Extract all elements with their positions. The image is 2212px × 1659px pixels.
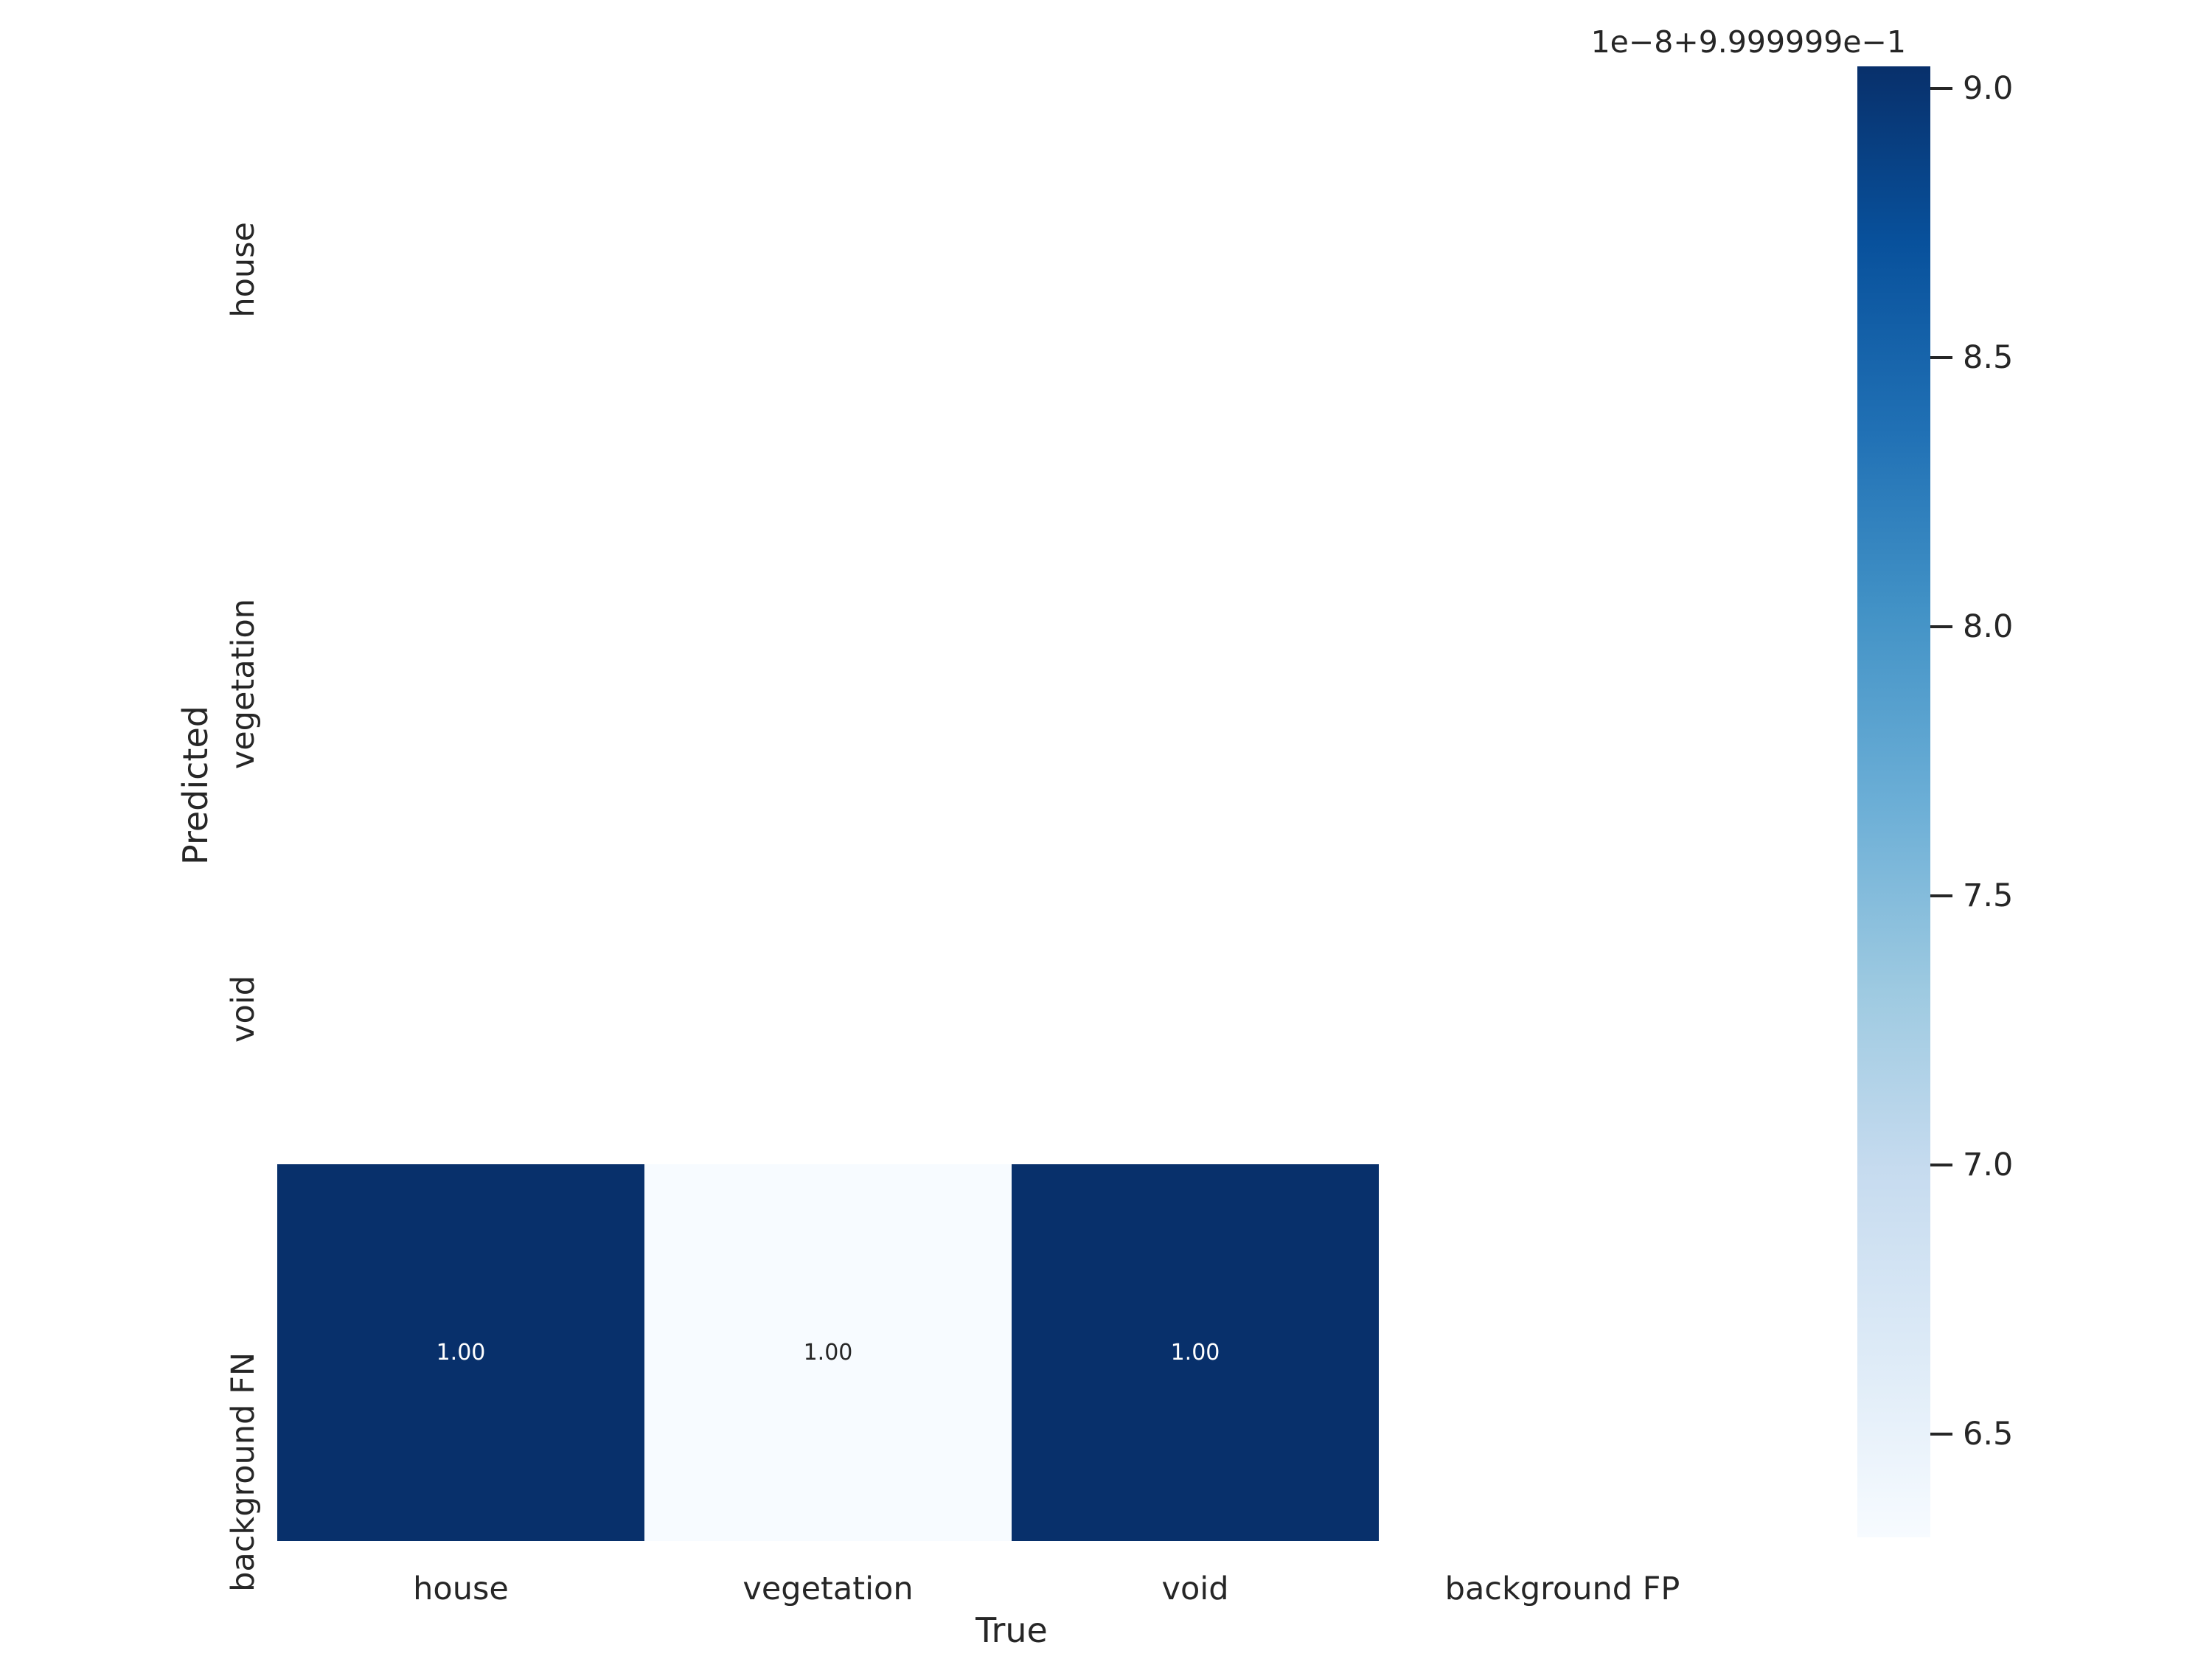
x-tick-vegetation: vegetation: [742, 1571, 914, 1607]
colorbar-tick-mark: [1930, 87, 1952, 90]
y-tick-vegetation: vegetation: [225, 599, 262, 770]
colorbar-offset-label: 1e−8+9.999999e−1: [1590, 24, 1906, 60]
colorbar-tick-mark: [1930, 1164, 1952, 1166]
x-tick-void: void: [1161, 1571, 1229, 1607]
cell-value-annotation: 1.00: [803, 1339, 853, 1366]
colorbar-tick-label: 8.5: [1963, 339, 2014, 376]
y-axis-label: Predicted: [175, 706, 215, 865]
x-axis-label: True: [975, 1610, 1048, 1650]
colorbar-tick-mark: [1930, 356, 1952, 359]
colorbar-tick-label: 8.0: [1963, 608, 2014, 645]
y-tick-void: void: [225, 975, 262, 1043]
colorbar-tick-mark: [1930, 1433, 1952, 1436]
x-tick-house: house: [413, 1571, 509, 1607]
colorbar-tick-label: 9.0: [1963, 70, 2014, 107]
y-tick-background-fn: background FN: [225, 1352, 262, 1592]
colorbar-gradient: [1857, 66, 1930, 1537]
y-tick-house: house: [225, 222, 262, 318]
colorbar-tick-label: 7.0: [1963, 1147, 2014, 1183]
heatmap-cell-backgroundfn-vegetation: 1.00: [644, 1164, 1012, 1541]
x-tick-background-fp: background FP: [1444, 1571, 1680, 1607]
colorbar-tick-label: 7.5: [1963, 877, 2014, 914]
heatmap-cell-backgroundfn-house: 1.00: [277, 1164, 644, 1541]
colorbar-tick-label: 6.5: [1963, 1416, 2014, 1453]
cell-value-annotation: 1.00: [436, 1339, 486, 1366]
heatmap-cell-backgroundfn-void: 1.00: [1012, 1164, 1379, 1541]
colorbar-tick-mark: [1930, 894, 1952, 897]
cell-value-annotation: 1.00: [1170, 1339, 1220, 1366]
colorbar-tick-mark: [1930, 625, 1952, 628]
